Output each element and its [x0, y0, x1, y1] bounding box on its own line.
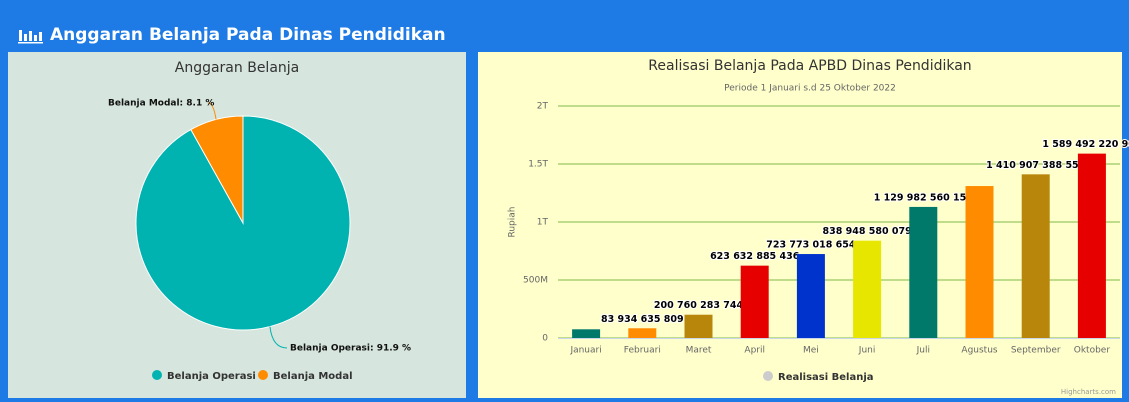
- label-connector: [207, 102, 217, 120]
- legend-label: Realisasi Belanja: [778, 372, 874, 383]
- x-tick-label: Mei: [803, 346, 819, 356]
- bar: [740, 265, 769, 338]
- data-label: Belanja Operasi: 91.9 %: [290, 344, 411, 354]
- x-tick-label: Agustus: [961, 346, 997, 356]
- legend-symbol: [258, 370, 268, 380]
- header-icon: [18, 30, 43, 44]
- y-tick-label: 0: [542, 334, 548, 344]
- legend-symbol: [763, 371, 773, 381]
- bar: [965, 186, 994, 338]
- y-axis-title: Rupiah: [508, 207, 518, 238]
- x-tick-label: Juni: [858, 346, 876, 356]
- legend-label: Belanja Operasi: [167, 371, 256, 382]
- bar: [628, 328, 657, 338]
- legend-label: Belanja Modal: [273, 371, 353, 382]
- x-tick-label: September: [1011, 346, 1061, 356]
- legend-symbol: [152, 370, 162, 380]
- credits: Highcharts.com: [1061, 388, 1116, 396]
- data-label: 1 129 982 560 150: [874, 192, 974, 203]
- chart-title: Anggaran Belanja: [175, 60, 300, 76]
- bar: [853, 240, 882, 338]
- label-connector: [269, 326, 288, 349]
- bar: [1077, 153, 1106, 338]
- data-label: 1 589 492 220 902: [1042, 139, 1129, 150]
- data-label: Belanja Modal: 8.1 %: [108, 99, 214, 109]
- y-tick-label: 500M: [523, 276, 548, 286]
- bar: [572, 329, 601, 338]
- chart-subtitle: Periode 1 Januari s.d 25 Oktober 2022: [724, 84, 896, 94]
- y-tick-label: 2T: [537, 102, 549, 112]
- data-label: 83 934 635 809: [601, 314, 684, 325]
- data-label: 623 632 885 436: [710, 251, 800, 262]
- chart-title: Realisasi Belanja Pada APBD Dinas Pendid…: [648, 58, 971, 74]
- data-label: 200 760 283 744: [654, 300, 744, 311]
- data-label: 1 410 907 388 554: [986, 160, 1086, 171]
- bar: [684, 314, 713, 338]
- bar-panel: [478, 52, 1122, 398]
- x-tick-label: Juli: [916, 346, 930, 356]
- data-label: 838 948 580 079: [822, 226, 911, 237]
- y-tick-label: 1.5T: [528, 160, 548, 170]
- bar: [1021, 174, 1050, 338]
- pie-slice: [190, 115, 244, 225]
- x-tick-label: Januari: [569, 346, 601, 356]
- x-tick-label: Oktober: [1074, 346, 1111, 356]
- bar: [909, 206, 938, 338]
- y-tick-label: 1T: [537, 218, 549, 228]
- header-title: Anggaran Belanja Pada Dinas Pendidikan: [50, 25, 446, 45]
- x-tick-label: April: [744, 346, 765, 356]
- x-tick-label: Maret: [686, 346, 712, 356]
- data-label: 723 773 018 654: [766, 240, 856, 251]
- bar: [796, 254, 825, 338]
- x-tick-label: Februari: [624, 346, 661, 356]
